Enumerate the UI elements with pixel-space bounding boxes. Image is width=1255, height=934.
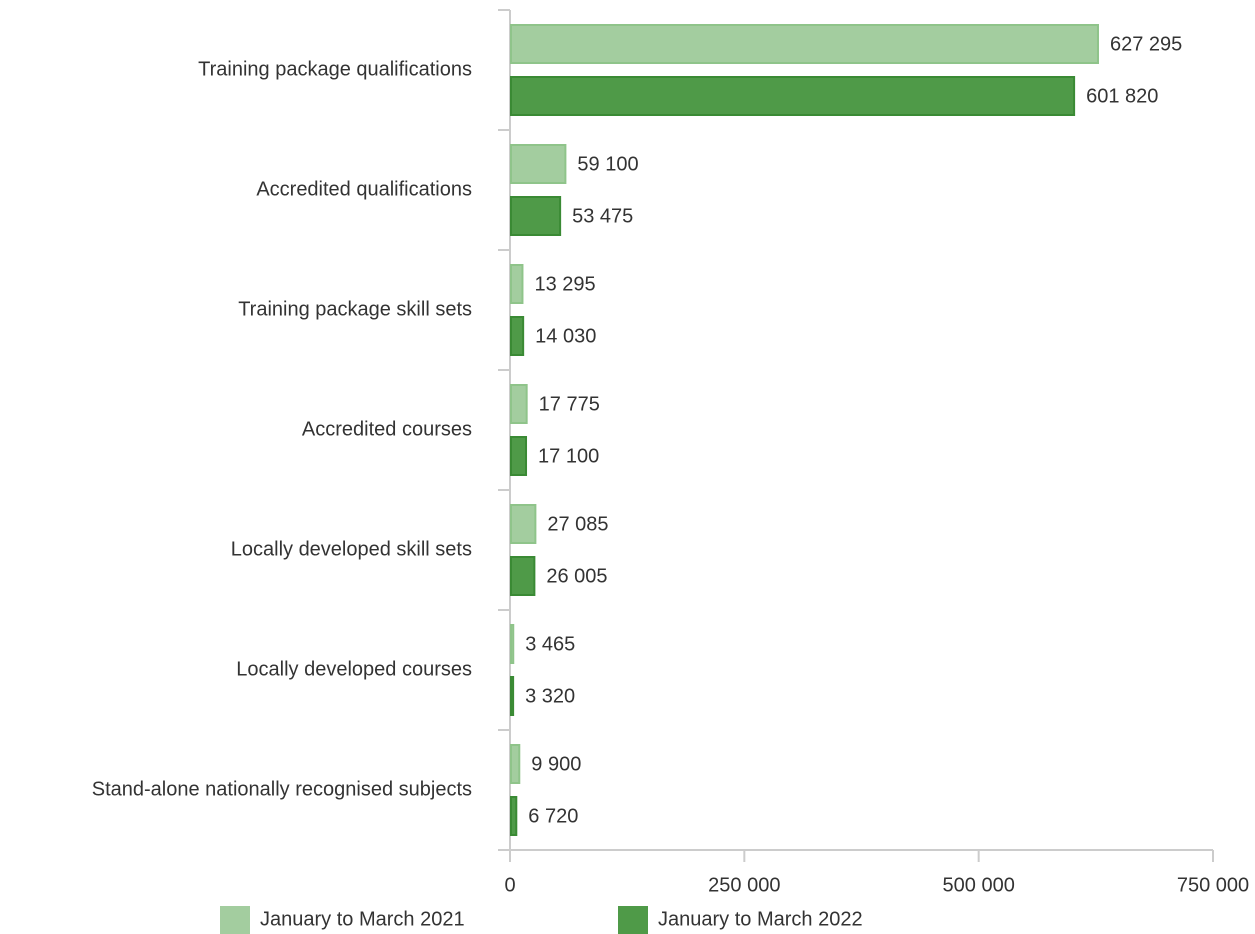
- bar: [510, 504, 537, 544]
- category-label: Accredited qualifications: [256, 178, 472, 200]
- x-tick-label: 250 000: [708, 874, 780, 896]
- bar: [510, 744, 521, 784]
- bar: [510, 676, 515, 716]
- value-label: 627 295: [1110, 33, 1182, 55]
- bar: [510, 264, 524, 304]
- category-label: Stand-alone nationally recognised subjec…: [92, 778, 472, 800]
- bar: [510, 436, 528, 476]
- legend-label: January to March 2022: [658, 908, 863, 930]
- bar: [510, 316, 525, 356]
- bar: [510, 796, 518, 836]
- category-label: Locally developed skill sets: [231, 538, 472, 560]
- category-label: Training package qualifications: [198, 58, 472, 80]
- bar: [510, 196, 562, 236]
- value-label: 17 100: [538, 445, 599, 467]
- category-label: Accredited courses: [302, 418, 472, 440]
- bar: [510, 556, 536, 596]
- bar: [510, 384, 528, 424]
- legend-label: January to March 2021: [260, 908, 465, 930]
- bar: [510, 24, 1099, 64]
- value-label: 27 085: [547, 513, 608, 535]
- legend-swatch: [618, 906, 648, 934]
- value-label: 53 475: [572, 205, 633, 227]
- bar: [510, 144, 567, 184]
- value-label: 601 820: [1086, 85, 1158, 107]
- category-label: Locally developed courses: [236, 658, 472, 680]
- value-label: 59 100: [577, 153, 638, 175]
- bar: [510, 624, 515, 664]
- x-tick-label: 750 000: [1177, 874, 1249, 896]
- x-tick-label: 500 000: [943, 874, 1015, 896]
- value-label: 14 030: [535, 325, 596, 347]
- value-label: 17 775: [539, 393, 600, 415]
- legend-swatch: [220, 906, 250, 934]
- value-label: 3 320: [525, 685, 575, 707]
- value-label: 9 900: [531, 753, 581, 775]
- value-label: 26 005: [546, 565, 607, 587]
- bar: [510, 76, 1076, 116]
- category-label: Training package skill sets: [238, 298, 472, 320]
- value-label: 6 720: [528, 805, 578, 827]
- value-label: 3 465: [525, 633, 575, 655]
- value-label: 13 295: [534, 273, 595, 295]
- x-tick-label: 0: [504, 874, 515, 896]
